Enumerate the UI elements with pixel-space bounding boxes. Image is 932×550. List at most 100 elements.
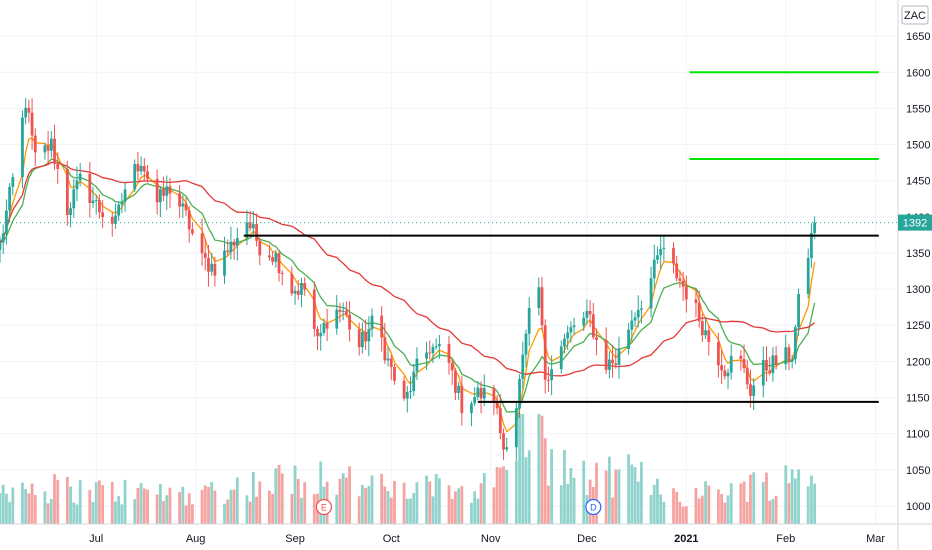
candle-body: [101, 212, 105, 217]
y-tick-label: 1350: [906, 248, 930, 260]
candle-body: [316, 328, 319, 337]
volume-bar: [502, 466, 505, 524]
candle-body: [790, 359, 794, 362]
candle-body: [662, 247, 666, 249]
candle-body: [704, 330, 707, 336]
candle-body: [200, 233, 204, 254]
candle-body: [248, 222, 252, 229]
volume-bar: [364, 488, 368, 524]
symbol-badge[interactable]: ZAC: [901, 5, 929, 25]
volume-bar: [43, 491, 47, 524]
volume-bar: [88, 489, 92, 524]
volume-bar: [226, 499, 230, 524]
volume-bar: [678, 501, 682, 524]
volume-bar: [765, 472, 768, 524]
candle-body: [707, 330, 711, 342]
volume-bar: [656, 478, 659, 524]
candle-body: [94, 200, 98, 202]
candle-body: [582, 317, 586, 326]
volume-bar: [652, 484, 656, 524]
volume-bar: [550, 449, 554, 524]
candle-body: [11, 177, 15, 187]
candle-body: [476, 387, 480, 398]
candle-body: [361, 331, 364, 348]
candle-body: [774, 355, 778, 365]
candle-body: [409, 391, 412, 393]
volume-bar: [181, 486, 185, 524]
candle-body: [389, 358, 393, 368]
candle-body: [300, 282, 303, 295]
x-tick-label: Nov: [481, 533, 501, 545]
candle-body: [357, 329, 361, 348]
volume-bars: [0, 414, 817, 524]
volume-bar: [412, 493, 416, 524]
last-price-tag: 1392: [898, 214, 932, 231]
candle-body: [675, 263, 679, 279]
volume-bar: [91, 502, 95, 524]
volume-bar: [611, 497, 614, 524]
volume-bar: [607, 456, 611, 524]
volume-bar: [479, 483, 483, 524]
volume-bar: [255, 496, 258, 524]
candle-body: [498, 408, 502, 434]
candle-body: [765, 360, 768, 371]
candle-body: [431, 346, 435, 354]
candle-body: [434, 346, 438, 348]
volume-bar: [114, 501, 117, 524]
candle-body: [813, 222, 817, 234]
volume-bar: [24, 489, 28, 524]
candle-body: [33, 135, 37, 153]
candle-body: [78, 173, 82, 181]
volume-bar: [518, 414, 521, 524]
volume-bar: [572, 477, 576, 524]
volume-bar: [402, 482, 406, 524]
candle-body: [258, 240, 262, 256]
volume-bar: [649, 494, 653, 524]
candle-body: [479, 387, 483, 399]
volume-bar: [447, 485, 451, 524]
volume-bar: [158, 484, 162, 524]
candle-body: [428, 352, 432, 354]
candle-body: [139, 165, 143, 172]
candle-body: [412, 371, 416, 392]
drawn-levels[interactable]: [0, 71, 898, 403]
volume-bar: [697, 498, 701, 524]
volume-bar: [810, 475, 813, 524]
earnings-marker[interactable]: [315, 498, 333, 516]
volume-bar: [473, 491, 477, 524]
volume-bar: [33, 495, 37, 524]
candle-body: [268, 255, 271, 258]
dividend-marker[interactable]: [585, 498, 602, 516]
candle-body: [338, 309, 342, 312]
volume-bar: [752, 472, 756, 524]
candle-body: [502, 433, 505, 450]
volume-bar: [563, 450, 566, 524]
volume-bar: [344, 477, 348, 524]
volume-bar: [133, 499, 137, 524]
y-tick-label: 1600: [906, 67, 930, 79]
y-tick-label: 1450: [906, 176, 930, 188]
candle-body: [280, 273, 284, 275]
candle-body: [492, 388, 496, 403]
volume-bar: [457, 488, 461, 524]
candle-body: [450, 362, 454, 371]
volume-bar: [65, 477, 69, 524]
symbol-badge-label: ZAC: [904, 10, 926, 22]
volume-bar: [341, 473, 345, 524]
volume-bar: [700, 495, 704, 524]
volume-bar: [415, 482, 419, 524]
x-tick-label: Sep: [285, 533, 305, 545]
volume-bar: [117, 496, 121, 524]
y-tick-label: 1500: [906, 140, 930, 152]
volume-bar: [717, 489, 720, 524]
volume-bar: [258, 481, 262, 524]
candle-body: [255, 224, 258, 241]
volume-bar: [793, 478, 797, 524]
volume-bar: [229, 489, 233, 524]
candle-body: [678, 278, 682, 281]
volume-bar: [454, 491, 457, 524]
volume-bar: [348, 466, 351, 524]
candle-body: [723, 370, 727, 377]
